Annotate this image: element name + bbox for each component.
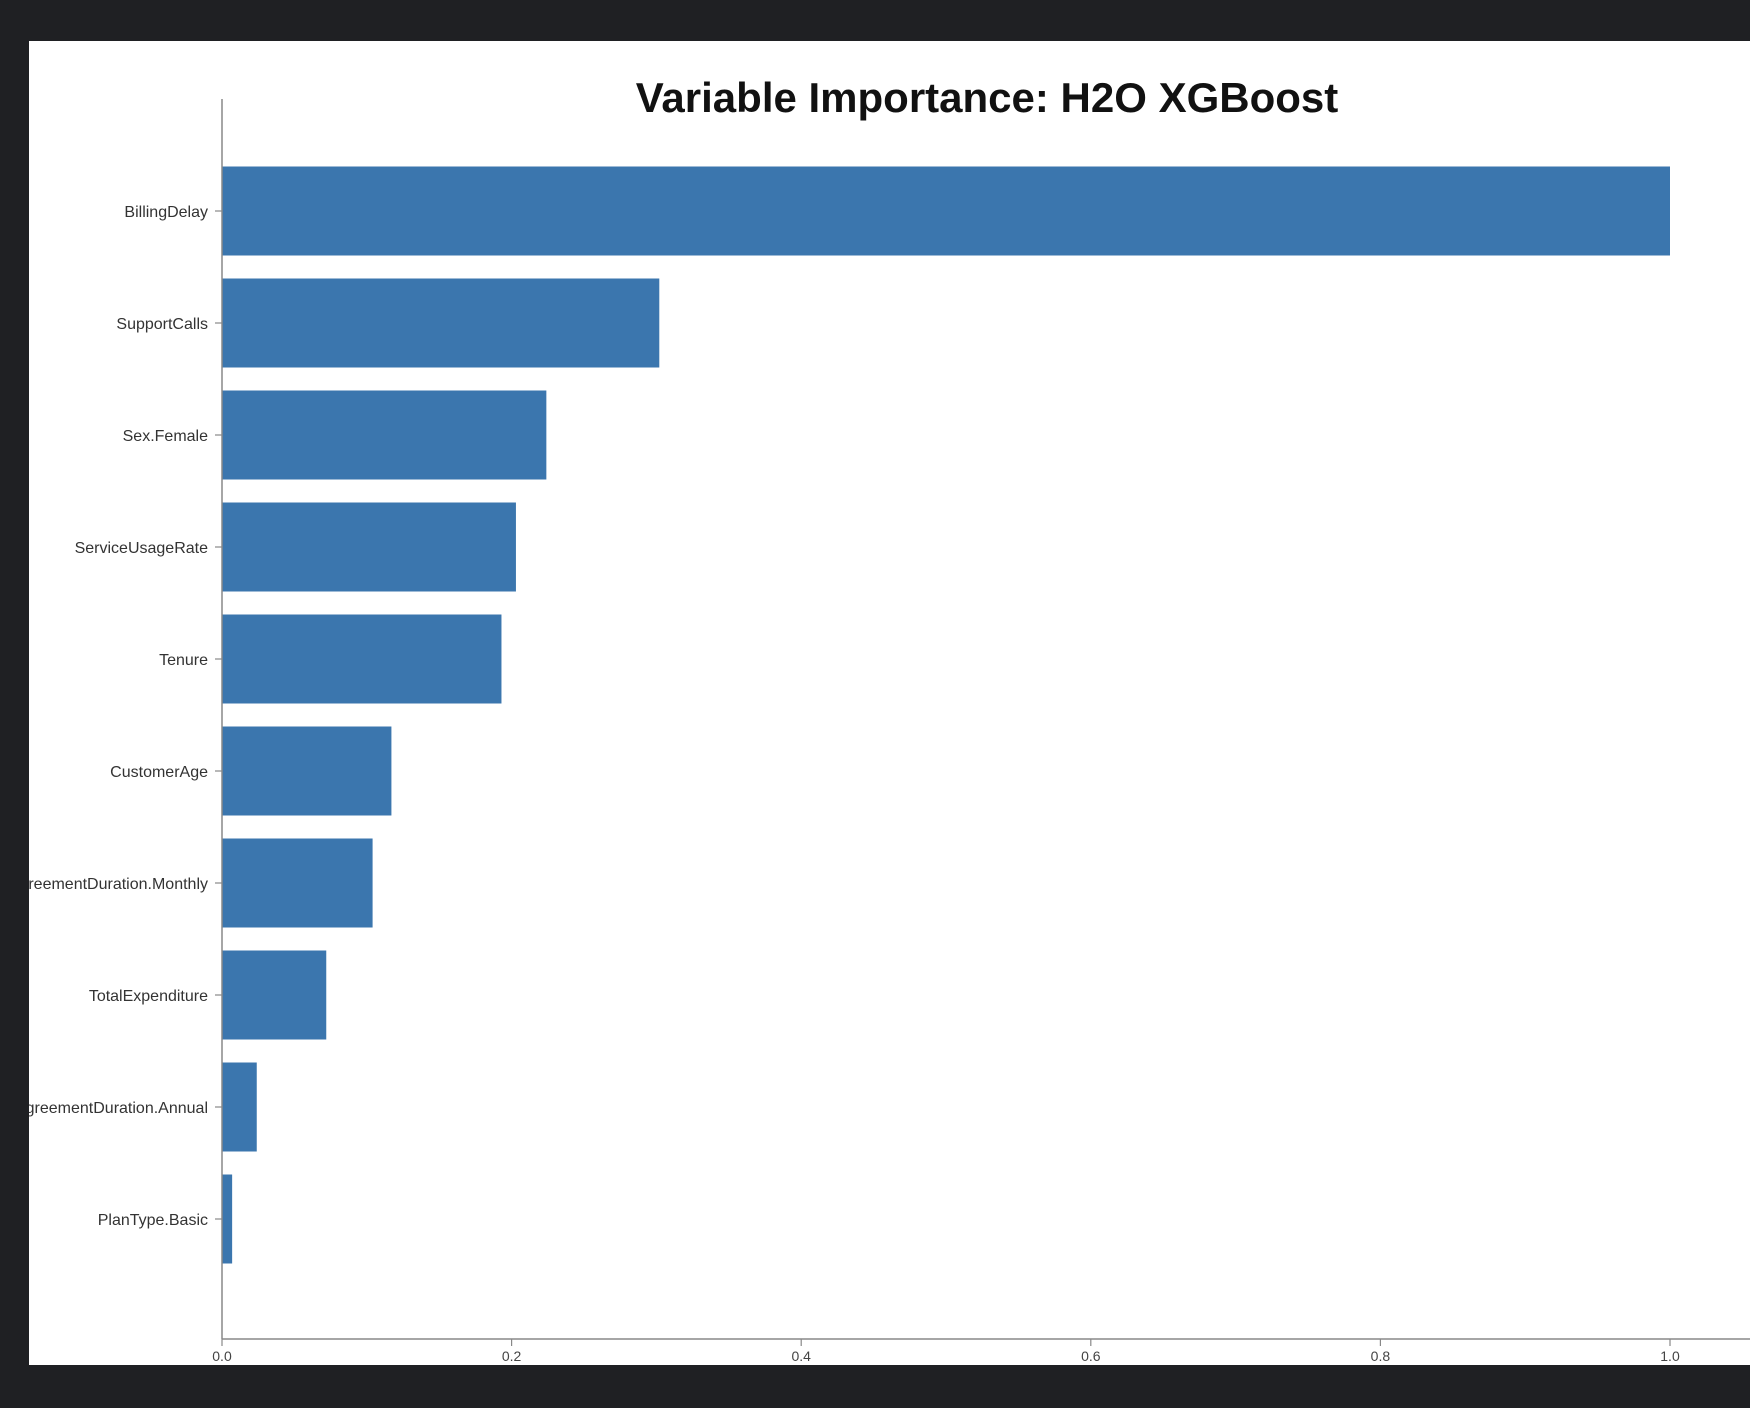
x-tick-label: 0.6 xyxy=(1081,1348,1101,1364)
y-tick-label: SupportCalls xyxy=(116,316,208,333)
x-tick-label: 0.0 xyxy=(212,1348,232,1364)
chart-title: Variable Importance: H2O XGBoost xyxy=(636,74,1339,121)
bar-totalexpenditure xyxy=(222,950,327,1040)
x-ticks-group: 0.0 0.2 0.4 0.6 0.8 1.0 xyxy=(212,1339,1680,1364)
bar-plantype-basic xyxy=(222,1174,233,1264)
bar-supportcalls xyxy=(222,278,660,368)
bar-sex-female xyxy=(222,390,547,480)
x-tick-label: 0.4 xyxy=(791,1348,811,1364)
y-tick-labels-group: BillingDelay SupportCalls Sex.Female Servic… xyxy=(29,204,222,1229)
y-tick-label: BillingDelay xyxy=(124,204,208,221)
y-tick-label: AgreementDuration.Monthly xyxy=(29,876,208,893)
bar-tenure xyxy=(222,614,502,704)
y-tick-label: PlanType.Basic xyxy=(98,1212,208,1229)
x-tick-label: 0.8 xyxy=(1371,1348,1391,1364)
x-tick-label: 1.0 xyxy=(1660,1348,1680,1364)
bar-agreementduration-annual xyxy=(222,1062,257,1152)
bars-group xyxy=(222,166,1670,1264)
y-tick-label: ServiceUsageRate xyxy=(75,540,209,557)
bar-agreementduration-monthly xyxy=(222,838,373,928)
bar-customerage xyxy=(222,726,392,816)
y-tick-label: CustomerAge xyxy=(110,764,208,781)
variable-importance-chart: Variable Importance: H2O XGBoost Billing… xyxy=(29,74,1750,1364)
y-tick-label: Sex.Female xyxy=(123,428,208,445)
y-tick-label: AgreementDuration.Annual xyxy=(29,1100,208,1117)
y-tick-label: Tenure xyxy=(159,652,208,669)
bar-billingdelay xyxy=(222,166,1670,256)
bar-serviceusagerate xyxy=(222,502,516,592)
y-tick-label: TotalExpenditure xyxy=(89,988,208,1005)
chart-panel: Variable Importance: H2O XGBoost Billing… xyxy=(29,41,1750,1365)
x-tick-label: 0.2 xyxy=(502,1348,522,1364)
